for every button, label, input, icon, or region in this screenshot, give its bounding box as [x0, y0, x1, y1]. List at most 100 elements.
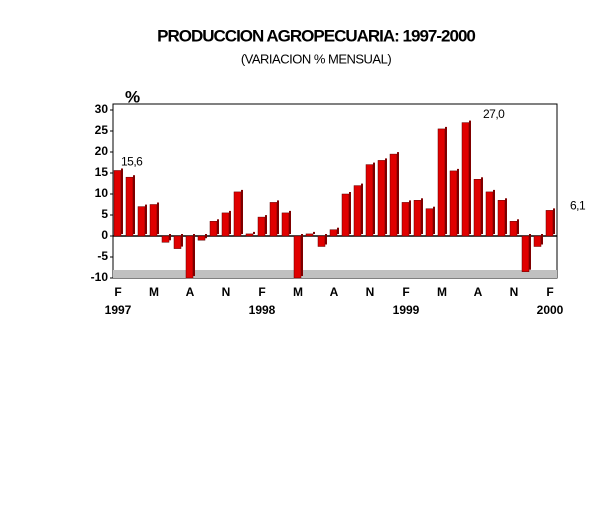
bar-side — [469, 120, 471, 234]
chart-title: PRODUCCION AGROPECUARIA: 1997-2000 — [157, 26, 475, 45]
bar-side — [253, 231, 255, 234]
x-tick-label: F — [114, 285, 121, 299]
bar-side — [505, 198, 507, 234]
bar — [449, 170, 458, 237]
bar — [113, 170, 122, 237]
bar — [209, 221, 218, 237]
bar-side — [553, 208, 555, 234]
bar — [161, 235, 170, 243]
bar-side — [193, 234, 195, 276]
bar — [533, 235, 542, 247]
bar-side — [493, 189, 495, 234]
chart-subtitle: (VARIACION % MENSUAL) — [241, 51, 392, 66]
bar — [221, 212, 230, 237]
bar — [137, 206, 146, 237]
bar — [545, 210, 554, 237]
bar — [401, 202, 410, 237]
bar — [473, 179, 482, 237]
bar — [197, 235, 206, 241]
bar — [173, 235, 182, 249]
data-label: 6,1 — [570, 199, 586, 213]
plot-floor — [113, 270, 557, 278]
bar — [317, 235, 326, 247]
x-year-label: 1999 — [393, 303, 420, 317]
y-tick-label: 30 — [95, 102, 109, 116]
x-tick-label: A — [330, 285, 339, 299]
bar-side — [529, 234, 531, 270]
bar-side — [325, 234, 327, 245]
bar — [461, 122, 470, 237]
y-tick-label: -10 — [91, 270, 109, 284]
bar-side — [265, 215, 267, 234]
bar-side — [157, 202, 159, 234]
data-label: 27,0 — [483, 107, 505, 121]
bar — [365, 164, 374, 237]
bar-side — [457, 168, 459, 234]
bar — [497, 200, 506, 237]
bar-side — [373, 162, 375, 234]
bar — [269, 202, 278, 237]
x-tick-label: A — [186, 285, 195, 299]
bar-side — [541, 234, 543, 245]
bar-side — [133, 175, 135, 234]
bar-side — [421, 198, 423, 234]
bar-side — [361, 183, 363, 234]
bar — [377, 160, 386, 237]
x-tick-label: F — [402, 285, 409, 299]
x-tick-label: N — [366, 285, 375, 299]
x-year-label: 1997 — [105, 303, 132, 317]
y-tick-label: 0 — [101, 228, 108, 242]
x-tick-label: M — [293, 285, 303, 299]
bar-side — [145, 204, 147, 234]
x-tick-label: F — [546, 285, 553, 299]
bar-side — [517, 219, 519, 234]
bar — [245, 233, 254, 237]
bar — [485, 191, 494, 237]
bar — [125, 176, 134, 237]
bar — [293, 235, 302, 279]
bar-side — [205, 234, 207, 239]
y-tick-label: 15 — [95, 165, 109, 179]
x-year-label: 1998 — [249, 303, 276, 317]
bar-side — [301, 234, 303, 276]
bar — [305, 233, 314, 237]
bar-side — [181, 234, 183, 247]
bar — [389, 153, 398, 237]
y-tick-label: 10 — [95, 186, 109, 200]
x-tick-label: N — [510, 285, 519, 299]
x-tick-label: N — [222, 285, 231, 299]
x-tick-label: M — [437, 285, 447, 299]
y-tick-label: 25 — [95, 123, 109, 137]
bar-side — [385, 158, 387, 234]
x-tick-label: A — [474, 285, 483, 299]
y-tick-label: 5 — [101, 207, 108, 221]
bar — [437, 128, 446, 237]
bar — [521, 235, 530, 272]
bar-side — [445, 126, 447, 234]
x-tick-label: M — [149, 285, 159, 299]
bar — [149, 204, 158, 237]
bar — [353, 185, 362, 237]
bar-side — [229, 210, 231, 234]
x-year-label: 2000 — [537, 303, 564, 317]
bar — [281, 212, 290, 237]
bar-side — [313, 231, 315, 234]
bar-side — [121, 168, 123, 234]
bar-side — [349, 192, 351, 234]
bar — [341, 193, 350, 237]
bar-side — [217, 219, 219, 234]
bar-side — [169, 234, 171, 241]
bar — [329, 229, 338, 237]
bar-side — [433, 206, 435, 234]
x-tick-label: F — [258, 285, 265, 299]
y-axis-label: % — [125, 87, 140, 106]
bar — [233, 191, 242, 237]
bar — [185, 235, 194, 279]
y-tick-label: -5 — [97, 249, 108, 263]
bar-side — [397, 152, 399, 234]
bar — [413, 200, 422, 237]
plot-frame — [112, 103, 558, 279]
bar-side — [289, 210, 291, 234]
bar-side — [409, 200, 411, 234]
